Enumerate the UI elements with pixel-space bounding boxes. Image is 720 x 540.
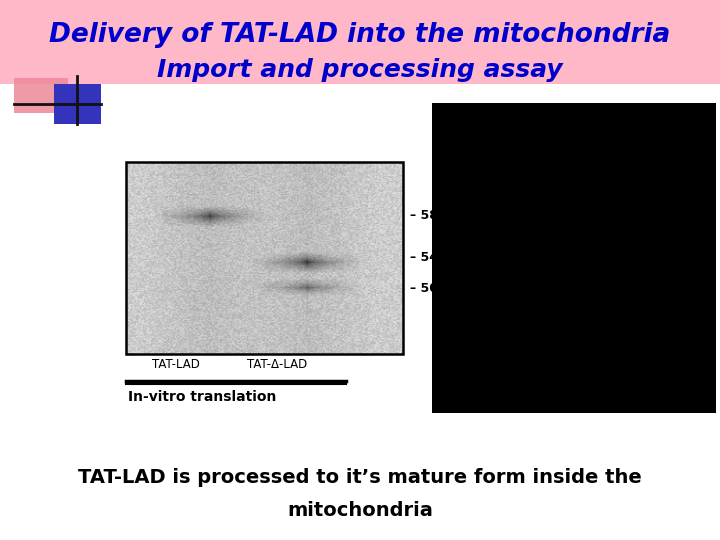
Bar <box>126 162 403 354</box>
Bar <box>0 0 720 84</box>
Text: – 58 kDa: – 58 kDa <box>410 209 469 222</box>
Bar <box>432 103 716 413</box>
Text: TAT-LAD is processed to it’s mature form inside the: TAT-LAD is processed to it’s mature form… <box>78 468 642 488</box>
Text: Delivery of TAT-LAD into the mitochondria: Delivery of TAT-LAD into the mitochondri… <box>50 22 670 48</box>
Text: Import and processing assay: Import and processing assay <box>157 58 563 82</box>
Text: In-vitro translation: In-vitro translation <box>128 390 276 404</box>
Text: – 54 kDa: – 54 kDa <box>410 251 469 265</box>
Text: – 50 kDa: – 50 kDa <box>410 282 469 295</box>
Text: TAT-LAD: TAT-LAD <box>153 358 200 371</box>
Text: mitochondria: mitochondria <box>287 501 433 520</box>
Bar <box>14 78 68 113</box>
Text: TAT-Δ-LAD: TAT-Δ-LAD <box>247 358 307 371</box>
Bar <box>54 84 101 124</box>
